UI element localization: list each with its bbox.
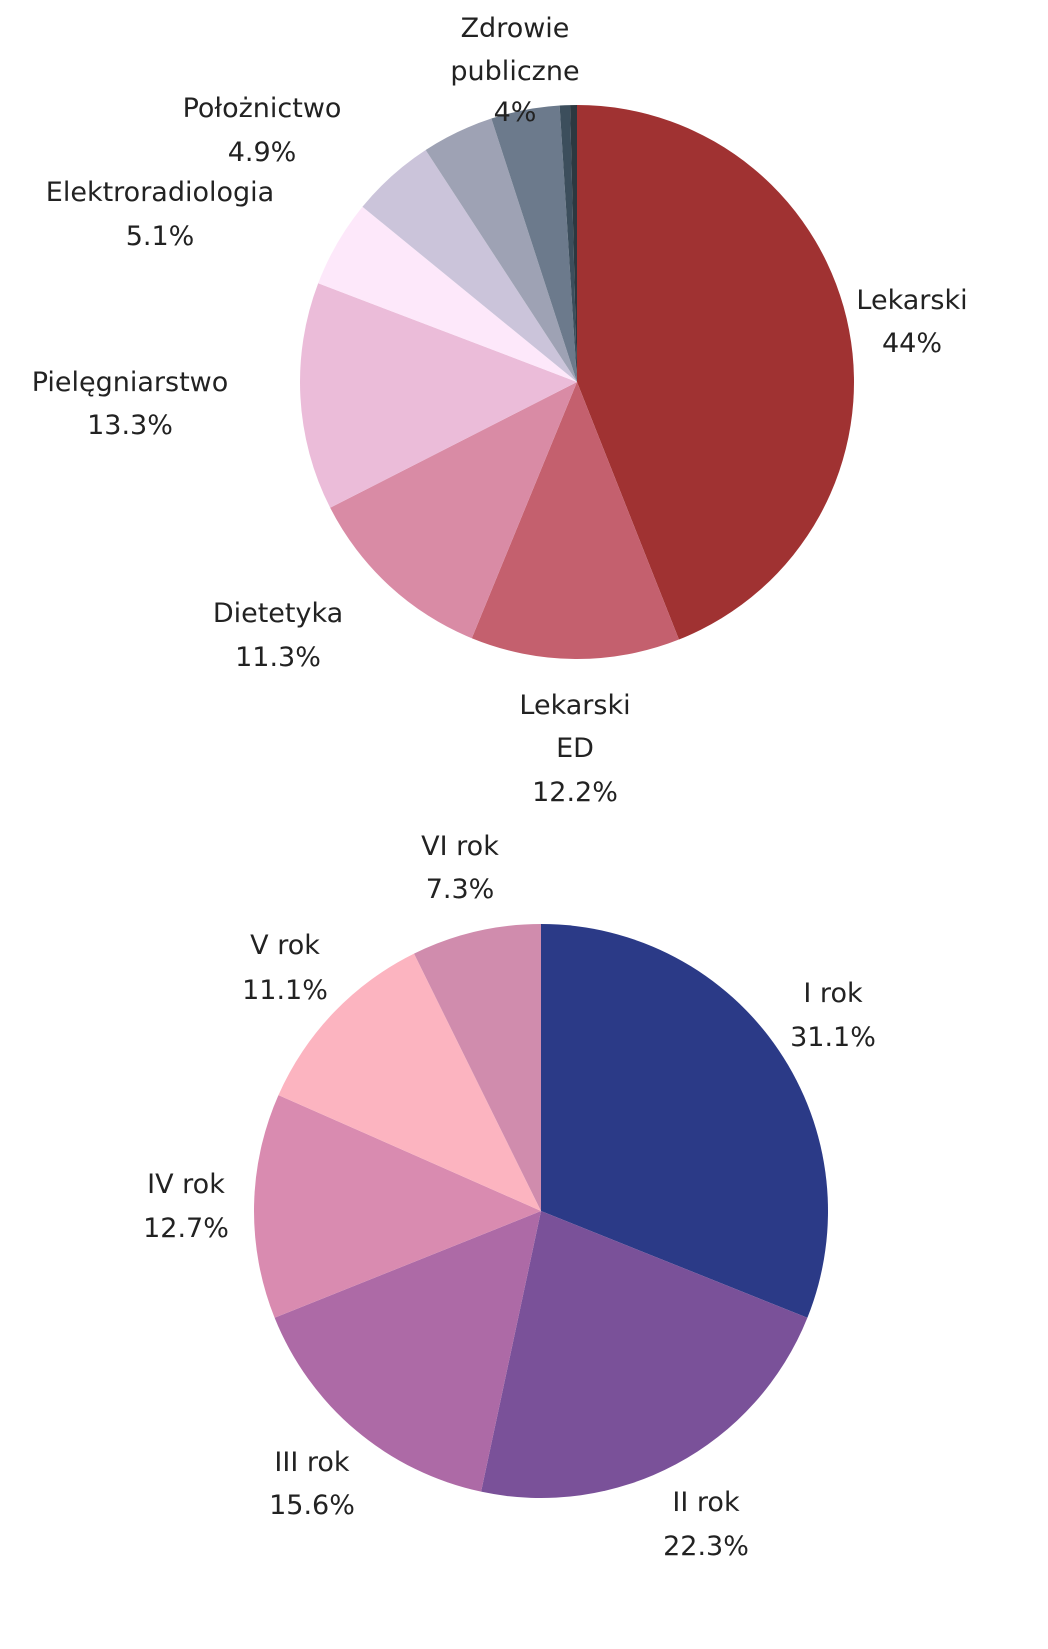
slice-label: II rok [672, 1487, 740, 1518]
slice-value: 5.1% [125, 221, 195, 252]
slice-label: Lekarski [856, 285, 968, 316]
slice-value: 4% [493, 97, 537, 128]
slice-value: 15.6% [269, 1490, 355, 1521]
slice-label: Położnictwo [182, 93, 342, 124]
pie-slice [300, 283, 577, 508]
pie-slice [253, 1095, 541, 1318]
slice-label: Dietetyka [212, 598, 344, 629]
slice-label: IV rok [147, 1169, 225, 1200]
slice-label: V rok [250, 930, 320, 961]
slice-value: 4.9% [227, 137, 297, 168]
slice-value: 44% [881, 328, 943, 359]
slice-label: Elektroradiologia [45, 177, 275, 208]
slice-label: VI rok [421, 831, 499, 862]
slice-value: 11.1% [242, 975, 328, 1006]
slice-value: 11.3% [235, 642, 321, 673]
pie-slice [559, 105, 577, 383]
slice-value: 12.2% [532, 777, 618, 808]
pie-slice [274, 1211, 541, 1492]
slice-label: III rok [274, 1447, 350, 1478]
pie-slice [330, 382, 577, 639]
slice-label: Pielęgniarstwo [31, 367, 229, 398]
slice-label: I rok [803, 978, 863, 1009]
pie-slice [491, 105, 577, 382]
slice-label: Zdrowie publiczne [450, 13, 580, 87]
pie-slice [577, 105, 854, 640]
pie-slice [541, 924, 828, 1318]
pie-slice [471, 382, 679, 660]
slice-value: 7.3% [425, 874, 495, 905]
slice-value: 22.3% [663, 1531, 749, 1562]
slice-label: Lekarski ED [519, 690, 631, 764]
pie-slice [362, 150, 577, 382]
pie-slice [570, 105, 577, 382]
slice-value: 13.3% [87, 410, 173, 441]
pie-slice [278, 953, 541, 1211]
pie-slice [425, 118, 577, 382]
slice-value: 12.7% [143, 1213, 229, 1244]
slice-value: 31.1% [790, 1022, 876, 1053]
pie-slice [414, 924, 541, 1211]
pie-slice [481, 1211, 808, 1498]
pie-slice [318, 206, 577, 382]
